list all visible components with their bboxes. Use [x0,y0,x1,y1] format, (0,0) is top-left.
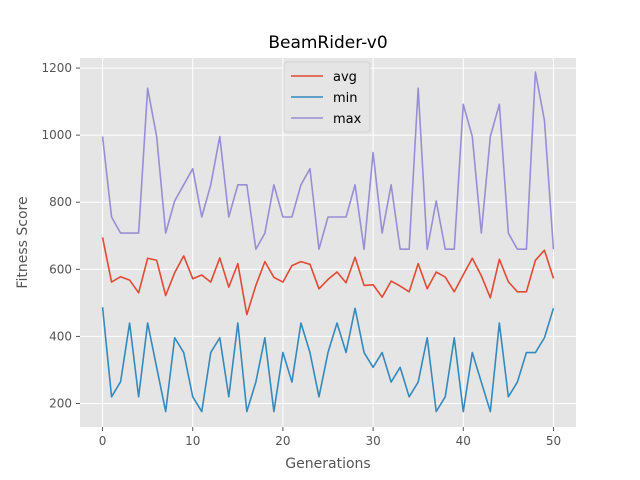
y-tick-label: 200 [49,397,72,411]
legend-label-avg: avg [333,70,357,85]
y-tick-label: 1200 [41,61,72,75]
legend-label-max: max [333,112,362,127]
x-tick-label: 10 [185,434,200,448]
x-tick-label: 40 [456,434,471,448]
legend: avg min max [283,61,371,133]
legend-box [283,61,371,133]
x-axis-label: Generations [285,456,370,472]
series-line-min [101,307,555,413]
y-tick-label: 600 [49,262,72,276]
y-tick-label: 400 [49,329,72,343]
y-axis-label: Fitness Score [15,196,31,288]
x-tick-label: 20 [275,434,290,448]
axis-ticks: 0 10 20 30 40 50 200 400 600 800 1000 1200 [41,61,561,448]
y-tick-label: 800 [49,195,72,209]
x-tick-label: 0 [99,434,107,448]
chart-title: BeamRider-v0 [268,33,387,53]
legend-label-min: min [333,91,358,106]
y-tick-label: 1000 [41,128,72,142]
series-lines [101,71,555,413]
series-line-avg [101,237,555,316]
series-line-max [101,71,555,251]
x-tick-label: 30 [365,434,380,448]
x-tick-label: 50 [546,434,561,448]
